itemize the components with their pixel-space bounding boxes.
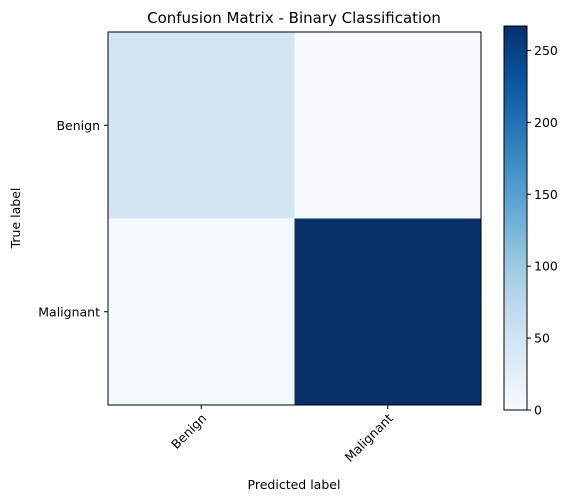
x-tick-label: Malignant bbox=[342, 410, 396, 464]
y-tick-label: Benign bbox=[56, 118, 100, 133]
colorbar-tick-label: 150 bbox=[534, 187, 558, 202]
x-tick-label: Benign bbox=[168, 411, 209, 452]
x-axis-ticks: Benign Malignant bbox=[168, 405, 396, 465]
colorbar-tick-label: 0 bbox=[534, 403, 542, 418]
heatmap-cell-0-0 bbox=[108, 32, 295, 219]
colorbar-tick-label: 50 bbox=[534, 331, 550, 346]
y-tick-label: Malignant bbox=[38, 304, 100, 319]
heatmap-cell-1-0 bbox=[108, 218, 295, 406]
colorbar-tick-label: 200 bbox=[534, 115, 558, 130]
colorbar-tick-label: 250 bbox=[534, 43, 558, 58]
colorbar bbox=[503, 25, 528, 411]
axes-frame bbox=[107, 31, 482, 406]
heatmap-cell-0-1 bbox=[294, 32, 482, 219]
colorbar-tick-label: 100 bbox=[534, 259, 558, 274]
heatmap-cells bbox=[108, 32, 482, 406]
x-axis-label: Predicted label bbox=[248, 477, 341, 492]
y-axis-label: True label bbox=[8, 188, 23, 250]
colorbar-ticks: 0 50 100 150 200 250 bbox=[527, 43, 558, 418]
y-axis-ticks: Benign Malignant bbox=[38, 118, 108, 319]
chart-title: Confusion Matrix - Binary Classification bbox=[147, 9, 441, 27]
heatmap-cell-1-1 bbox=[294, 218, 482, 406]
